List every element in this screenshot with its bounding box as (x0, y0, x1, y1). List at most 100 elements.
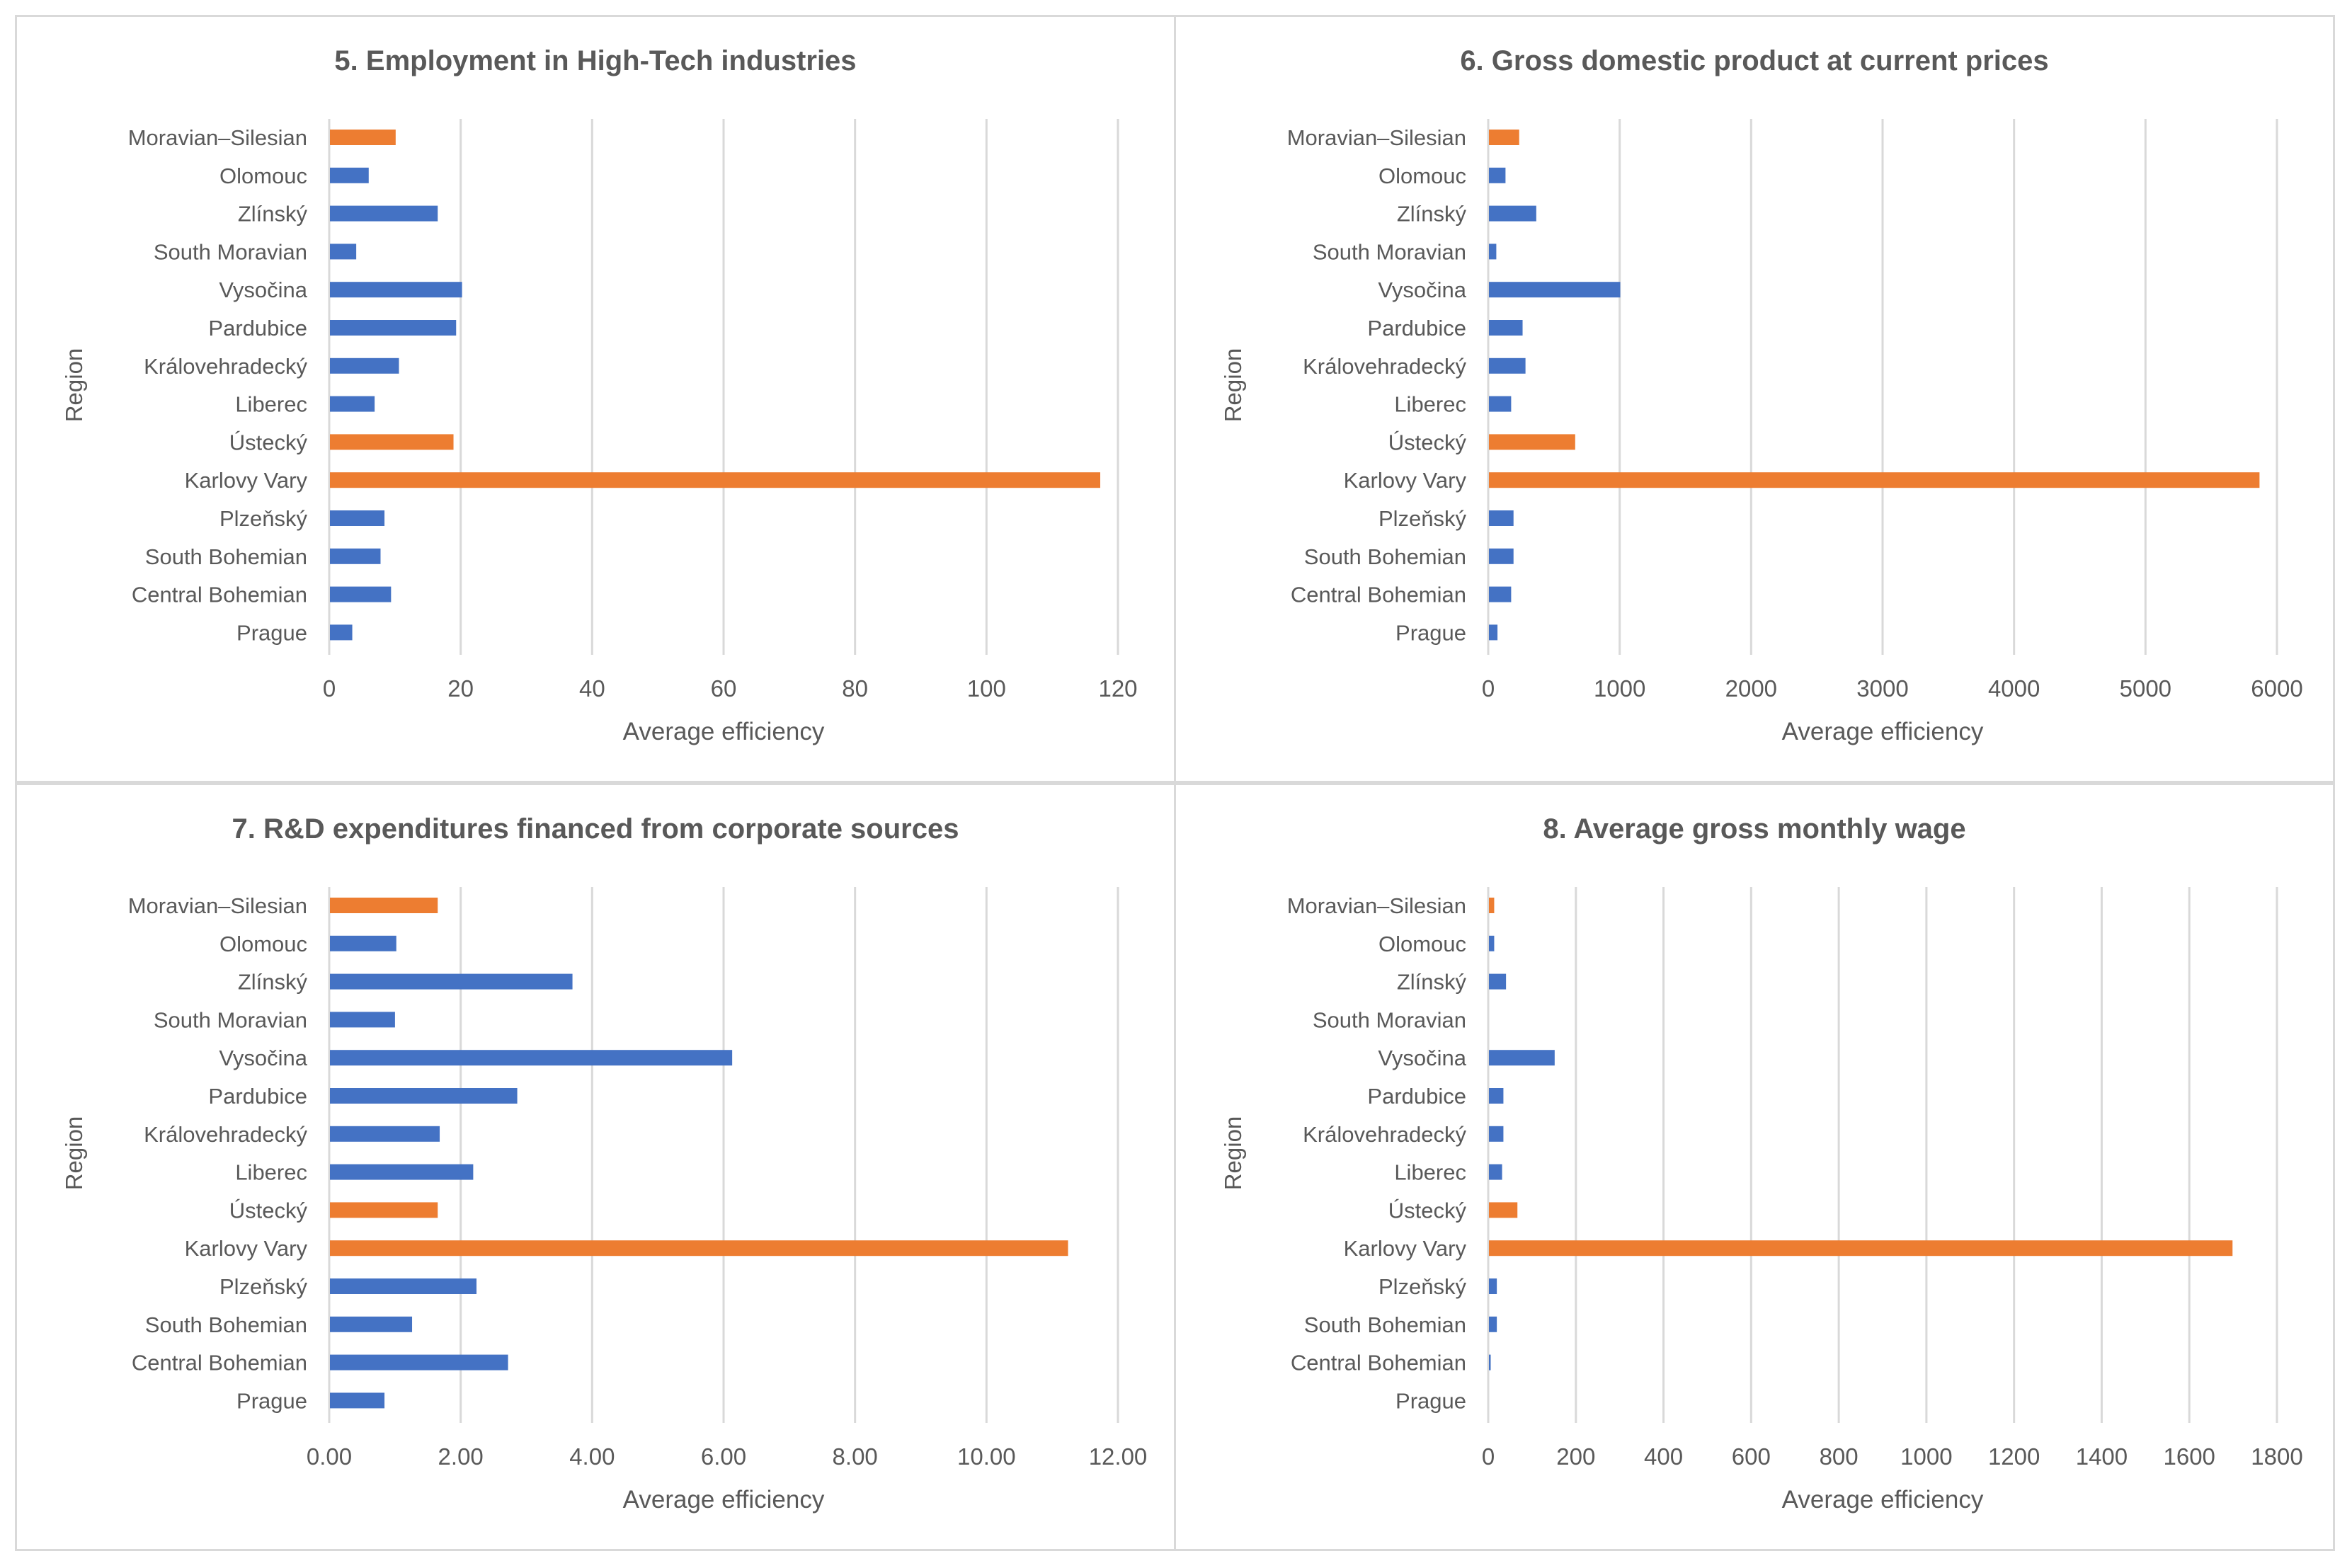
category-label: Central Bohemian (1291, 1351, 1466, 1375)
category-label: Prague (236, 620, 307, 645)
category-label: Moravian–Silesian (1287, 893, 1466, 918)
x-tick-label: 6.00 (701, 1443, 746, 1470)
category-label: South Bohemian (1304, 1312, 1466, 1337)
category-label: Karlovy Vary (1344, 1236, 1467, 1261)
bar-pardubice (330, 320, 457, 336)
category-label: South Bohemian (145, 1312, 307, 1337)
x-tick-label: 20 (447, 675, 474, 702)
x-tick-label: 0 (323, 675, 336, 702)
category-label: Central Bohemian (1291, 583, 1466, 607)
bar-zl-nsk- (330, 205, 438, 222)
category-label: Vysočina (1378, 1046, 1466, 1070)
x-tick-label: 0.00 (307, 1443, 352, 1470)
category-label: Plzeňský (1378, 1274, 1467, 1299)
bar-pardubice (330, 1088, 518, 1104)
chart-panel-wage: 8. Average gross monthly wage Region Ave… (1174, 783, 2335, 1551)
bar-pardubice (1489, 1088, 1504, 1104)
x-tick-label: 600 (1732, 1443, 1771, 1470)
category-label: Vysočina (1378, 277, 1466, 302)
x-tick-label: 4.00 (569, 1443, 615, 1470)
x-tick-label: 4000 (1988, 675, 2040, 702)
bar-south-moravian (330, 244, 357, 260)
x-tick-label: 60 (711, 675, 737, 702)
bar-liberec (330, 1164, 474, 1180)
bar-south-moravian (1489, 244, 1497, 260)
category-label: Královehradecký (144, 354, 307, 379)
bar-liberec (1489, 1164, 1502, 1180)
category-label: Central Bohemian (132, 583, 307, 607)
bar-liberec (330, 396, 375, 412)
chart-panel-rd-expenditures: 7. R&D expenditures financed from corpor… (15, 783, 1176, 1551)
category-label: South Moravian (154, 1007, 307, 1032)
x-tick-label: 80 (842, 675, 868, 702)
category-label: Liberec (1394, 392, 1466, 417)
bar-olomouc (330, 935, 396, 951)
bar-south-bohemian (330, 1316, 413, 1332)
bar-moravian-silesian (1489, 130, 1519, 145)
bar-zl-nsk- (1489, 205, 1536, 222)
category-label: Karlovy Vary (1344, 468, 1467, 493)
category-label: Plzeňský (1378, 506, 1467, 531)
category-label: Moravian–Silesian (128, 125, 307, 150)
category-label: Zlínský (238, 202, 308, 227)
category-label: South Moravian (1313, 239, 1466, 264)
bar-prague (330, 624, 353, 641)
category-label: Ústecký (229, 430, 308, 454)
x-tick-label: 40 (579, 675, 605, 702)
x-tick-label: 100 (967, 675, 1006, 702)
x-tick-label: 3000 (1856, 675, 1908, 702)
bar--steck- (1489, 434, 1575, 450)
category-label: Pardubice (1367, 1084, 1466, 1109)
category-label: Ústecký (1388, 1198, 1467, 1223)
category-label: South Moravian (154, 239, 307, 264)
category-label: Karlovy Vary (185, 468, 308, 493)
bar-moravian-silesian (1489, 898, 1495, 913)
x-axis-title: Average efficiency (622, 1486, 825, 1513)
bar-karlovy-vary (330, 472, 1101, 488)
bar-liberec (1489, 396, 1512, 412)
category-label: Královehradecký (144, 1122, 307, 1147)
category-label: Prague (1395, 1388, 1466, 1413)
bar-plze-sk- (1489, 510, 1514, 526)
bar-kr-lovehradeck- (330, 1126, 440, 1142)
bar-olomouc (1489, 167, 1506, 183)
category-label: Královehradecký (1303, 1122, 1466, 1147)
category-label: Olomouc (1378, 164, 1466, 188)
x-tick-label: 2000 (1725, 675, 1777, 702)
x-tick-label: 12.00 (1089, 1443, 1148, 1470)
category-label: Zlínský (1397, 970, 1467, 995)
bar-prague (330, 1392, 385, 1409)
bar-kr-lovehradeck- (1489, 1126, 1504, 1142)
bar-kr-lovehradeck- (330, 357, 399, 374)
bar-olomouc (1489, 935, 1495, 951)
bar-central-bohemian (330, 1354, 508, 1370)
bar-prague (1489, 624, 1498, 641)
category-label: Plzeňský (219, 1274, 308, 1299)
bar--steck- (330, 434, 454, 450)
x-tick-label: 1200 (1988, 1443, 2040, 1470)
category-label: Prague (236, 1388, 307, 1413)
x-tick-label: 120 (1098, 675, 1137, 702)
x-tick-label: 1000 (1900, 1443, 1952, 1470)
category-label: South Bohemian (1304, 544, 1466, 569)
x-tick-label: 5000 (2120, 675, 2171, 702)
x-tick-label: 0 (1482, 675, 1495, 702)
x-tick-label: 800 (1820, 1443, 1859, 1470)
bar-south-bohemian (1489, 548, 1514, 564)
category-label: Liberec (235, 1160, 307, 1185)
chart-title: 8. Average gross monthly wage (1543, 813, 1966, 845)
bar-karlovy-vary (1489, 472, 2260, 488)
category-label: Zlínský (1397, 202, 1467, 227)
chart-title: 7. R&D expenditures financed from corpor… (232, 813, 959, 845)
category-label: Ústecký (1388, 430, 1467, 454)
category-label: Plzeňský (219, 506, 308, 531)
x-tick-label: 6000 (2251, 675, 2302, 702)
bar-plze-sk- (1489, 1278, 1497, 1294)
category-label: Karlovy Vary (185, 1236, 308, 1261)
category-label: Pardubice (1367, 316, 1466, 341)
bar-south-moravian (330, 1012, 395, 1028)
category-label: Central Bohemian (132, 1351, 307, 1375)
x-axis-title: Average efficiency (622, 718, 825, 745)
bar-karlovy-vary (330, 1240, 1068, 1257)
category-label: Moravian–Silesian (128, 893, 307, 918)
